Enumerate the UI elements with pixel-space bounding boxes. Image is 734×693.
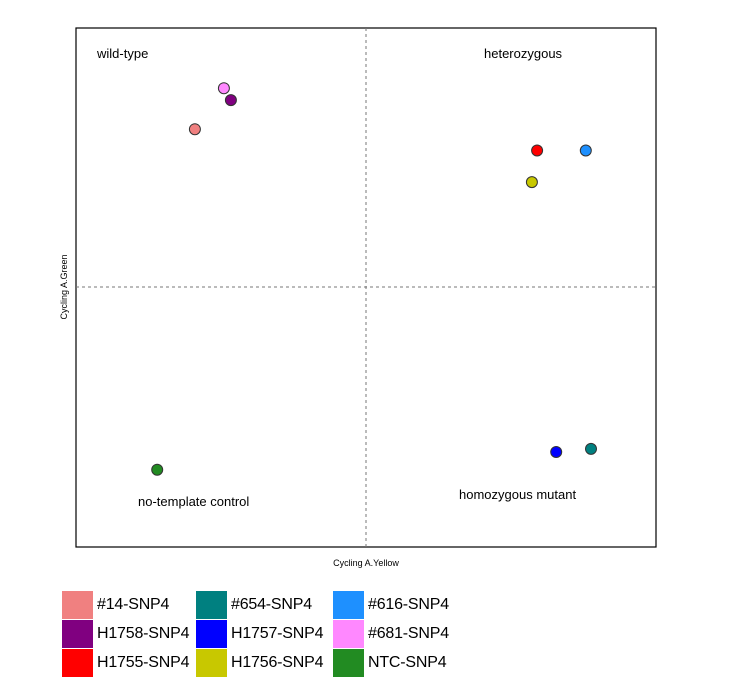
y-axis-label: Cycling A.Green (59, 254, 69, 319)
quadrant-label-bottom-right: homozygous mutant (459, 487, 576, 502)
legend-item: H1757-SNP4 (196, 620, 323, 648)
legend-item: #654-SNP4 (196, 591, 312, 619)
legend-item: H1755-SNP4 (62, 649, 189, 677)
x-axis-label: Cycling A.Yellow (333, 558, 399, 568)
legend-swatch (196, 649, 227, 677)
quadrant-label-bottom-left: no-template control (138, 494, 249, 509)
data-point (579, 144, 592, 157)
legend-label: NTC-SNP4 (368, 654, 447, 671)
legend-item: NTC-SNP4 (333, 649, 447, 677)
legend-swatch (333, 591, 364, 619)
legend-item: H1758-SNP4 (62, 620, 189, 648)
legend-label: #681-SNP4 (368, 625, 449, 642)
data-point (151, 463, 164, 476)
quadrant-label-top-left: wild-type (96, 46, 148, 61)
data-point (188, 123, 201, 136)
legend-swatch (196, 620, 227, 648)
legend-item: #681-SNP4 (333, 620, 449, 648)
data-point (224, 94, 237, 107)
legend-label: #14-SNP4 (97, 596, 170, 613)
legend-swatch (62, 591, 93, 619)
data-point (585, 442, 597, 455)
legend-swatch (196, 591, 227, 619)
quadrant-label-top-right: heterozygous (484, 46, 563, 61)
legend-label: H1756-SNP4 (231, 654, 324, 671)
legend-item: H1756-SNP4 (196, 649, 323, 677)
data-point (525, 176, 538, 189)
legend-item: #616-SNP4 (333, 591, 449, 619)
legend-label: #616-SNP4 (368, 596, 449, 613)
legend-label: H1755-SNP4 (97, 654, 190, 671)
data-points (151, 82, 597, 476)
data-point (531, 144, 544, 157)
legend-swatch (62, 649, 93, 677)
legend-swatch (333, 620, 364, 648)
data-point (217, 82, 230, 95)
legend-label: H1757-SNP4 (231, 625, 324, 642)
legend-item: #14-SNP4 (62, 591, 169, 619)
legend-label: #654-SNP4 (231, 596, 312, 613)
legend-swatch (333, 649, 364, 677)
data-point (550, 446, 563, 458)
legend-label: H1758-SNP4 (97, 625, 190, 642)
legend-swatch (62, 620, 93, 648)
